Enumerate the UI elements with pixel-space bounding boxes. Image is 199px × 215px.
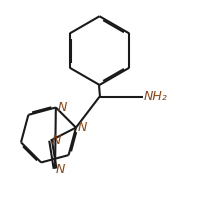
Text: N: N bbox=[56, 163, 65, 176]
Text: NH₂: NH₂ bbox=[144, 90, 167, 103]
Text: N: N bbox=[58, 101, 67, 114]
Text: N: N bbox=[78, 121, 87, 134]
Text: N: N bbox=[52, 134, 61, 147]
